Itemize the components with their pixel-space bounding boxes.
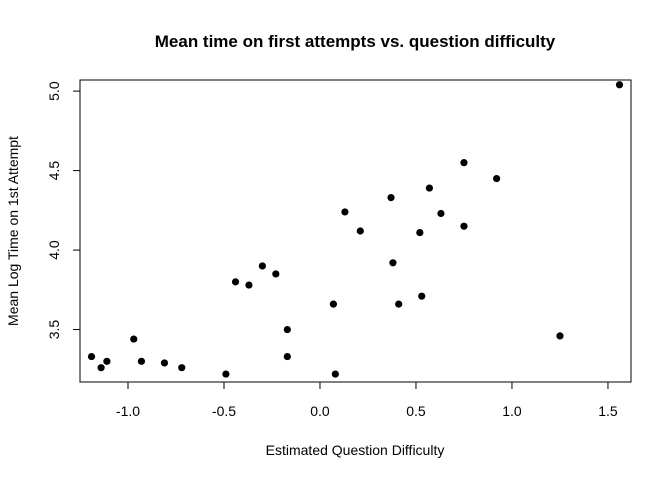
data-point	[130, 335, 138, 343]
y-tick-label: 4.5	[46, 161, 62, 181]
data-point	[272, 270, 280, 278]
data-point	[137, 357, 146, 365]
data-point	[97, 364, 105, 372]
x-tick-label: -0.5	[212, 403, 236, 419]
y-tick-label: 4.0	[46, 240, 62, 260]
data-point	[493, 174, 501, 183]
data-point	[258, 262, 266, 270]
data-point	[387, 194, 395, 202]
data-point	[178, 364, 186, 372]
data-point	[615, 81, 624, 89]
data-point	[160, 359, 169, 367]
y-axis: 3.5 4.0 4.5 5.0	[46, 81, 81, 340]
data-point	[460, 159, 468, 167]
data-point	[103, 357, 111, 365]
y-tick-label: 5.0	[46, 81, 62, 101]
data-point	[425, 184, 434, 192]
x-tick-label: 1.0	[502, 403, 522, 419]
y-axis-label: Mean Log Time on 1st Attempt	[5, 136, 21, 326]
x-axis-label: Estimated Question Difficulty	[266, 442, 445, 458]
data-point	[245, 281, 253, 289]
data-point	[329, 300, 338, 308]
data-point	[87, 352, 96, 361]
data-point	[460, 222, 468, 230]
data-point	[356, 227, 364, 235]
x-tick-label: 0.0	[310, 403, 330, 419]
x-axis: -1.0 -0.5 0.0 0.5 1.0 1.5	[116, 381, 618, 419]
chart-title: Mean time on first attempts vs. question…	[155, 32, 556, 51]
data-point	[283, 352, 291, 361]
data-point	[395, 300, 403, 308]
plot-frame	[79, 79, 632, 383]
data-point	[341, 208, 349, 216]
data-point	[389, 259, 397, 267]
data-point	[556, 332, 564, 340]
data-point	[416, 228, 424, 237]
data-points	[87, 81, 624, 378]
data-point	[331, 370, 339, 378]
x-tick-label: -1.0	[116, 403, 140, 419]
x-tick-label: 0.5	[406, 403, 426, 419]
data-point	[222, 370, 230, 378]
y-tick-label: 3.5	[46, 320, 62, 340]
data-point	[283, 325, 291, 334]
data-point	[231, 278, 240, 286]
x-tick-label: 1.5	[598, 403, 618, 419]
data-point	[437, 209, 445, 218]
data-point	[418, 292, 426, 300]
